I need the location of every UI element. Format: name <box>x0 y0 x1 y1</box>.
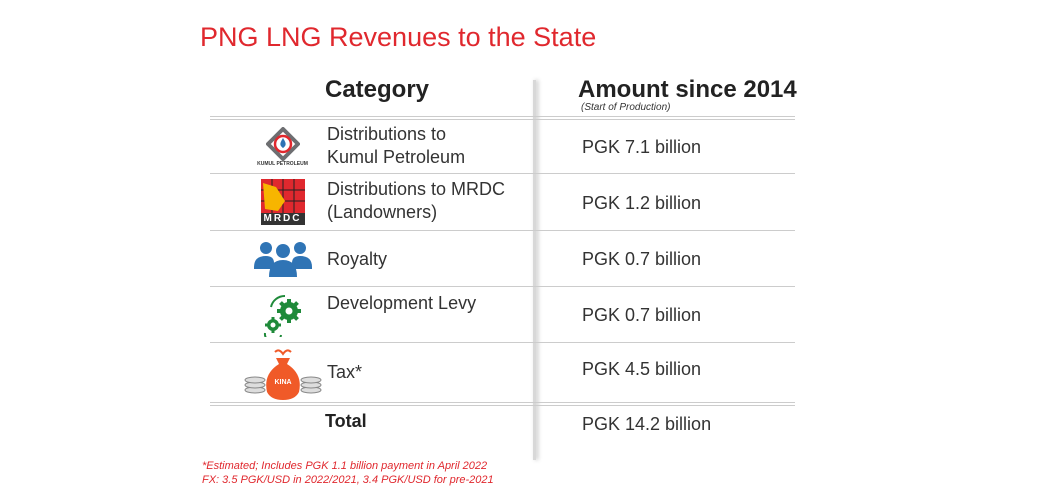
amount-header: Amount since 2014 <box>578 76 797 103</box>
row-divider <box>210 342 795 343</box>
amount-header-note: (Start of Production) <box>581 102 671 113</box>
header-divider <box>210 119 795 120</box>
total-divider <box>210 405 795 406</box>
table-row: KUMUL PETROLEUM Distributions to Kumul Pe… <box>210 120 795 173</box>
category-label: Tax* <box>327 362 363 382</box>
table-row: Royalty PGK 0.7 billion <box>210 231 795 286</box>
amount-value: PGK 1.2 billion <box>582 193 702 213</box>
mrdc-logo: MRDC <box>240 179 325 225</box>
row-divider <box>210 173 795 174</box>
category-label: Development Levy <box>327 293 477 313</box>
category-header: Category <box>325 76 430 103</box>
kumul-petroleum-logo: KUMUL PETROLEUM <box>240 124 325 169</box>
amount-value: PGK 7.1 billion <box>582 137 702 157</box>
logo-text: KUMUL PETROLEUM <box>257 160 308 167</box>
category-label: Royalty <box>327 249 388 269</box>
table-row: KINA Tax* PGK 4.5 billion <box>210 343 795 402</box>
amount-value: PGK 4.5 billion <box>582 359 702 379</box>
page-title: PNG LNG Revenues to the State <box>200 22 597 52</box>
total-label: Total <box>325 411 367 431</box>
category-label: Distributions to MRDC (Landowners) <box>327 178 505 224</box>
total-value: PGK 14.2 billion <box>582 414 712 434</box>
row-divider <box>210 286 795 287</box>
category-line: Distributions to <box>327 124 447 144</box>
people-icon <box>240 240 325 278</box>
category-label: Distributions to Kumul Petroleum <box>327 123 465 169</box>
gears-icon <box>240 292 325 338</box>
table-row: Development Levy PGK 0.7 billion <box>210 287 795 342</box>
row-divider <box>210 230 795 231</box>
category-line: Distributions to MRDC <box>327 179 506 199</box>
table-row: MRDC Distributions to MRDC (Landowners) P… <box>210 174 795 230</box>
category-line: Kumul Petroleum <box>327 147 466 167</box>
logo-text: MRDC <box>260 213 305 225</box>
total-divider <box>210 402 795 403</box>
column-divider <box>533 80 536 460</box>
footnote: *Estimated; Includes PGK 1.1 billion pay… <box>202 460 488 472</box>
amount-value: PGK 0.7 billion <box>582 305 702 325</box>
category-line: (Landowners) <box>327 202 438 222</box>
logo-text: KINA <box>274 379 291 386</box>
header-divider <box>210 116 795 117</box>
money-bag-icon: KINA <box>240 348 325 400</box>
footnote: FX: 3.5 PGK/USD in 2022/2021, 3.4 PGK/US… <box>202 474 494 486</box>
amount-value: PGK 0.7 billion <box>582 249 702 269</box>
